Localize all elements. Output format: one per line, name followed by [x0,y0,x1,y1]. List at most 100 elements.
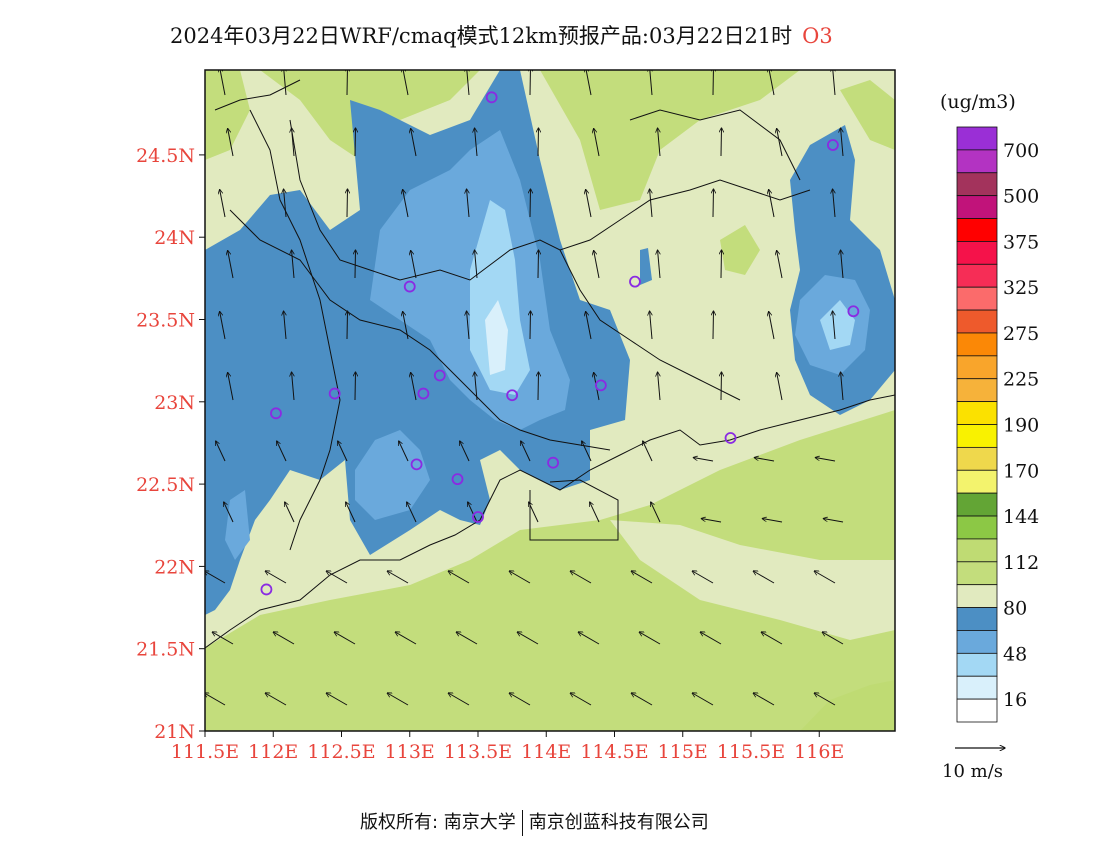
concentration-fill-112-144 [205,410,895,731]
wind-arrow [277,441,287,462]
concentration-fill-80-112-sea [610,520,895,640]
wind-arrow [753,693,775,706]
wind-arrow [448,571,470,584]
legend-label: 190 [1003,415,1039,437]
concentration-fill-east-lowest [820,300,855,350]
legend-label: 325 [1003,277,1039,299]
wind-arrow [582,441,592,462]
wind-arrow [594,129,600,157]
legend-swatch [956,195,998,219]
lon-tick-label: 115.5E [717,741,785,763]
lat-tick-label: 21.5N [136,639,195,661]
wind-arrow [448,693,470,706]
legend-swatch [956,355,998,380]
legend-label: 144 [1003,506,1039,528]
wind-arrow [205,571,226,584]
wind-arrow [411,129,417,157]
wind-arrow [650,70,653,96]
wind-arrow [265,693,287,706]
wind-arrow [387,571,409,584]
wind-arrow [822,632,844,645]
wind-arrow [777,129,783,157]
legend-label: 48 [1003,643,1027,665]
concentration-fill-high-112 [800,680,895,731]
lon-tick-label: 112E [248,741,298,763]
wind-arrow [769,312,775,340]
legend-label: 225 [1003,369,1039,391]
wind-vectors [205,70,844,706]
wind-arrow [777,373,783,401]
wind-arrow [292,128,295,157]
wind-arrow [395,632,417,645]
legend-swatch [956,469,998,494]
station-marker [417,387,430,400]
legend-swatch [956,172,998,197]
wind-arrow [651,502,661,523]
station-marker [260,583,273,596]
legend-swatch [956,309,998,334]
legend-swatch [956,218,998,242]
wind-arrow [220,190,226,218]
wind-arrow [284,311,287,340]
copyright-footer: 版权所有: 南京大学 南京创蓝科技有限公司 [360,808,709,836]
wind-arrow [334,632,356,645]
wind-arrow [475,372,478,401]
concentration-fill-west-16-48 [225,490,250,560]
lon-tick-label: 111.5E [171,741,239,763]
plot-frame [204,69,896,732]
wind-arrow [467,70,470,96]
lon-tick-label: 114.5E [580,741,648,763]
legend-swatch [956,286,998,311]
legend-swatch [956,561,998,586]
station-marker [328,387,341,400]
title-species: O3 [802,24,833,48]
lat-tick-label: 23N [154,392,195,414]
wind-arrow [292,250,295,279]
lat-tick-label: 22.5N [136,474,195,496]
longitude-axis: 111.5E 112E 112.5E 113E 113.5E 114E 114.5E 115E… [171,731,844,763]
wind-arrow [326,693,348,706]
concentration-fill-minimum [485,300,508,375]
legend-label: 375 [1003,231,1039,253]
legend-swatch [956,538,998,563]
legend-swatch [956,630,998,654]
wind-arrow [815,458,836,462]
lon-tick-label: 116E [794,741,844,763]
wind-arrow [387,693,409,706]
legend-swatch [956,698,998,723]
wind-arrow [212,632,234,645]
station-marker [506,389,519,402]
station-marker [451,473,464,486]
legend-swatch [956,446,998,471]
wind-arrow [594,251,600,279]
wind-arrow [833,311,836,340]
wind-arrow [284,189,287,218]
wind-arrow [273,632,295,645]
wind-arrow [590,502,600,523]
legend-label: 80 [1003,598,1027,620]
legend-swatch [956,492,998,517]
wind-arrow [467,311,470,340]
legend-swatch [956,332,998,357]
legend-swatch [956,515,998,540]
wind-arrow [586,70,592,96]
wind-arrow [346,502,356,523]
legend-swatch [956,401,998,425]
wind-arrow [521,441,531,462]
wind-arrow [769,70,775,96]
legend-swatch [956,607,998,631]
wind-arrow [338,441,348,462]
station-marker [629,275,641,288]
wind-arrow [833,70,836,96]
legend-label: 500 [1003,186,1039,208]
color-legend [956,126,998,723]
wind-arrow [769,190,775,218]
wind-arrow [467,189,470,218]
lat-tick-label: 23.5N [136,310,195,332]
wind-arrow [517,632,539,645]
wind-arrow [692,693,714,706]
footer-rights: 版权所有: 南京大学 [360,812,516,833]
wind-arrow [475,250,478,279]
wind-arrow [570,693,592,706]
